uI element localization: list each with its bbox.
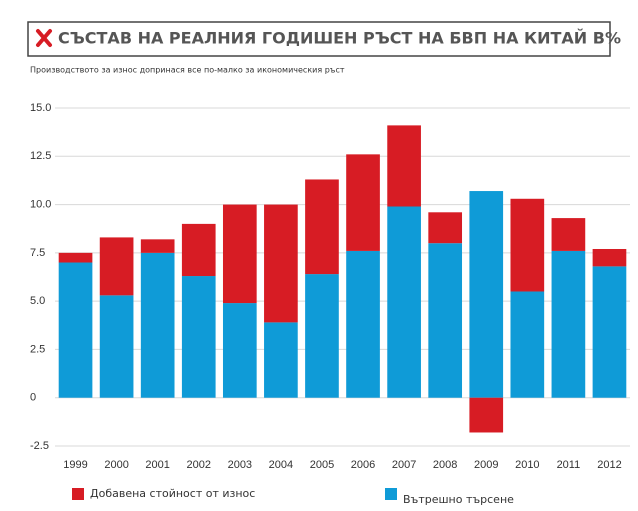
x-tick-label: 2009 <box>474 459 498 471</box>
bar-segment <box>58 252 93 263</box>
chart-subtitle: Производството за износ допринася все по… <box>30 66 345 75</box>
y-tick-label: 10.0 <box>30 198 51 210</box>
x-tick-label: 2001 <box>145 459 169 471</box>
bar-segment <box>346 250 380 398</box>
bar-segment <box>510 291 545 398</box>
bar-segment <box>428 243 463 398</box>
bar-segment <box>305 179 339 275</box>
bar-segment <box>592 266 627 398</box>
x-tick-label: 2012 <box>597 459 621 471</box>
x-tick-label: 2010 <box>515 459 539 471</box>
bar-segment <box>469 397 504 433</box>
x-tick-label: 2011 <box>557 459 581 471</box>
bar-segment <box>181 276 216 398</box>
x-tick-label: 2006 <box>351 459 375 471</box>
bar-segment <box>305 274 339 398</box>
bar-segment <box>99 237 134 296</box>
bar-segment <box>58 262 93 398</box>
bar-segment <box>181 223 216 277</box>
bar-segment <box>510 198 545 292</box>
legend-label: Вътрешно търсене <box>403 493 514 506</box>
title-box <box>27 21 611 57</box>
bar-segment <box>264 322 298 398</box>
x-tick-label: 2007 <box>392 459 416 471</box>
y-tick-label: 2.5 <box>30 343 45 355</box>
bar-segment <box>140 252 175 398</box>
bar-segment <box>346 154 380 251</box>
x-tick-label: 1999 <box>63 459 87 471</box>
bar-segment <box>428 212 463 244</box>
y-tick-label: 12.5 <box>30 150 51 162</box>
chart-title: СЪСТАВ НА РЕАЛНИЯ ГОДИШЕН РЪСТ НА БВП НА… <box>58 29 621 48</box>
bar-segment <box>222 204 257 304</box>
bar-segment <box>551 218 586 251</box>
legend-swatch <box>72 488 84 500</box>
y-tick-label: 5.0 <box>30 295 45 307</box>
x-tick-label: 2000 <box>104 459 128 471</box>
bar-segment <box>592 248 627 267</box>
bar-segment <box>222 303 257 398</box>
x-tick-label: 2002 <box>187 459 211 471</box>
bar-segment <box>264 204 298 323</box>
legend-label: Добавена стойност от износ <box>90 487 255 500</box>
x-tick-label: 2003 <box>228 459 252 471</box>
bar-segment <box>387 125 421 207</box>
bar-segment <box>99 295 134 398</box>
legend-swatch <box>385 488 397 500</box>
x-tick-label: 2008 <box>433 459 457 471</box>
x-tick-label: 2005 <box>310 459 334 471</box>
bar-segment <box>469 191 504 398</box>
x-tick-label: 2004 <box>269 459 293 471</box>
y-tick-label: -2.5 <box>30 440 49 452</box>
y-tick-label: 15.0 <box>30 102 51 114</box>
y-tick-label: 7.5 <box>30 247 45 259</box>
y-tick-label: 0 <box>30 392 36 404</box>
bar-segment <box>551 250 586 398</box>
bar-segment <box>140 239 175 253</box>
title-icon <box>36 29 52 47</box>
bar-segment <box>387 206 421 398</box>
